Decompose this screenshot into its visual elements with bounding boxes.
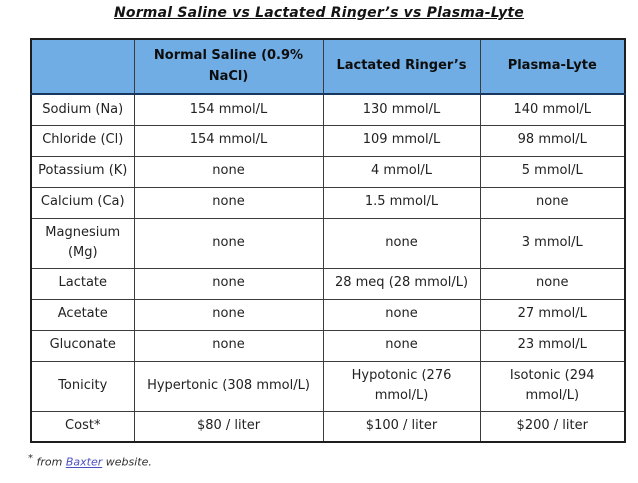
cell-value: none: [133, 186, 324, 219]
footnote-text-before: from: [36, 455, 63, 469]
cell-value: Hypotonic (276 mmol/L): [322, 360, 481, 412]
cell-value: none: [322, 329, 481, 362]
row-label: Cost*: [30, 410, 135, 443]
table-row-cost: Cost* $80 / liter $100 / liter $200 / li…: [30, 410, 626, 443]
row-label: Gluconate: [30, 329, 135, 362]
cell-value: 3 mmol/L: [479, 217, 626, 269]
comparison-table: Normal Saline (0.9% NaCl) Lactated Ringe…: [30, 38, 626, 443]
header-lactated-ringers: Lactated Ringer’s: [322, 38, 481, 95]
table-row-gluconate: Gluconate none none 23 mmol/L: [30, 329, 626, 362]
cell-value: 140 mmol/L: [479, 93, 626, 126]
table-row-potassium: Potassium (K) none 4 mmol/L 5 mmol/L: [30, 155, 626, 188]
cell-value: none: [322, 298, 481, 331]
cell-value: none: [133, 329, 324, 362]
row-label: Potassium (K): [30, 155, 135, 188]
cell-value: 98 mmol/L: [479, 124, 626, 157]
cell-value: none: [133, 155, 324, 188]
row-label: Lactate: [30, 267, 135, 300]
cell-value: 4 mmol/L: [322, 155, 481, 188]
cell-value: $80 / liter: [133, 410, 324, 443]
table-row-acetate: Acetate none none 27 mmol/L: [30, 298, 626, 331]
cell-value: none: [133, 217, 324, 269]
cell-value: 130 mmol/L: [322, 93, 481, 126]
cell-value: $200 / liter: [479, 410, 626, 443]
row-label: Acetate: [30, 298, 135, 331]
table-row-lactate: Lactate none 28 meq (28 mmol/L) none: [30, 267, 626, 300]
header-normal-saline: Normal Saline (0.9% NaCl): [133, 38, 324, 95]
header-row: Normal Saline (0.9% NaCl) Lactated Ringe…: [30, 38, 626, 95]
cell-value: 5 mmol/L: [479, 155, 626, 188]
cell-value: none: [322, 217, 481, 269]
page-title: Normal Saline vs Lactated Ringer’s vs Pl…: [113, 5, 525, 21]
cell-value: 154 mmol/L: [133, 124, 324, 157]
cell-value: 154 mmol/L: [133, 93, 324, 126]
baxter-link[interactable]: Baxter: [65, 455, 103, 469]
row-label: Calcium (Ca): [30, 186, 135, 219]
cell-value: none: [479, 267, 626, 300]
cell-value: 28 meq (28 mmol/L): [322, 267, 481, 300]
cell-value: none: [133, 298, 324, 331]
table-row-sodium: Sodium (Na) 154 mmol/L 130 mmol/L 140 mm…: [30, 93, 626, 126]
cell-value: Hypertonic (308 mmol/L): [133, 360, 324, 412]
footnote-asterisk: *: [28, 453, 33, 464]
header-empty-cell: [30, 38, 135, 95]
cell-value: none: [479, 186, 626, 219]
table-row-tonicity: Tonicity Hypertonic (308 mmol/L) Hypoton…: [30, 360, 626, 412]
cell-value: 109 mmol/L: [322, 124, 481, 157]
row-label: Sodium (Na): [30, 93, 135, 126]
row-label: Magnesium (Mg): [30, 217, 135, 269]
cell-value: none: [133, 267, 324, 300]
footnote: * from Baxter website.: [28, 453, 152, 469]
cell-value: 1.5 mmol/L: [322, 186, 481, 219]
cell-value: $100 / liter: [322, 410, 481, 443]
table-row-chloride: Chloride (Cl) 154 mmol/L 109 mmol/L 98 m…: [30, 124, 626, 157]
cell-value: 27 mmol/L: [479, 298, 626, 331]
row-label: Tonicity: [30, 360, 135, 412]
cell-value: 23 mmol/L: [479, 329, 626, 362]
cell-value: Isotonic (294 mmol/L): [479, 360, 626, 412]
table-row-calcium: Calcium (Ca) none 1.5 mmol/L none: [30, 186, 626, 219]
footnote-text-after: website.: [105, 455, 152, 469]
table-row-magnesium: Magnesium (Mg) none none 3 mmol/L: [30, 217, 626, 269]
row-label: Chloride (Cl): [30, 124, 135, 157]
header-plasma-lyte: Plasma-Lyte: [479, 38, 626, 95]
